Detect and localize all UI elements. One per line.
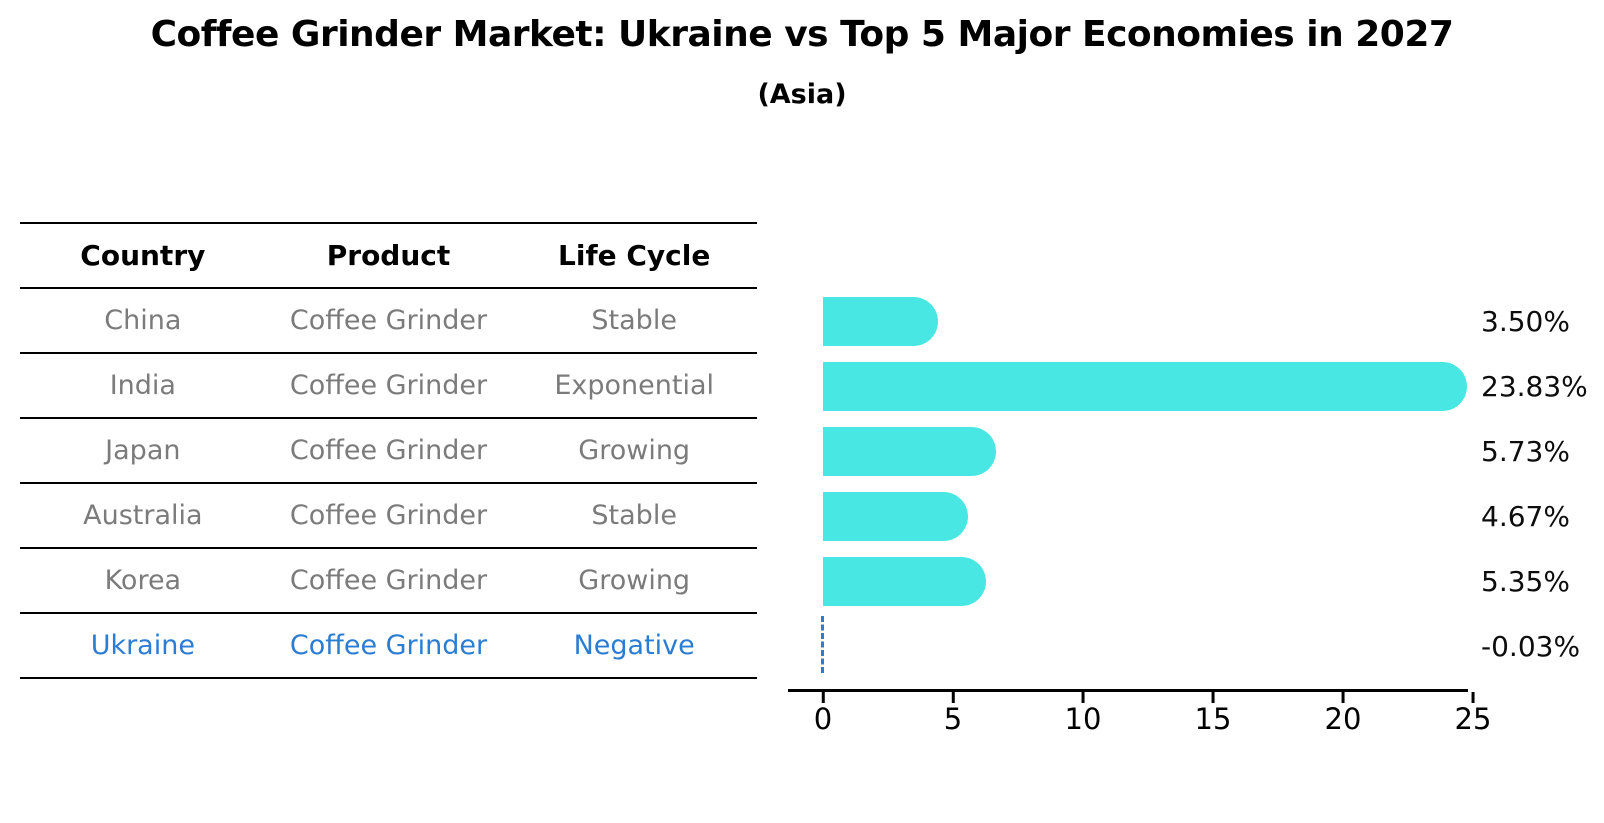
value-label-ukraine: -0.03%: [1481, 630, 1581, 663]
life-cycle-cell: Growing: [578, 435, 691, 466]
value-label-china: 3.50%: [1481, 305, 1570, 338]
tick-label: 20: [1324, 702, 1362, 736]
life-cycle-cell: Negative: [573, 630, 695, 661]
product-cell: Coffee Grinder: [289, 565, 488, 596]
product-cell: Coffee Grinder: [289, 305, 488, 336]
column-header-country: Country: [80, 239, 206, 272]
table-row-india: India Coffee Grinder Exponential: [20, 354, 757, 419]
bar-row-india: [823, 354, 1473, 419]
country-cell: Australia: [83, 500, 203, 531]
value-label-korea: 5.35%: [1481, 565, 1570, 598]
bar-ukraine-negative-marker: [821, 616, 824, 673]
bar-row-korea: [823, 549, 1473, 614]
x-tick: 10: [1064, 692, 1102, 736]
tick-label: 10: [1064, 702, 1102, 736]
x-axis-line: [788, 689, 1468, 692]
country-cell: Japan: [105, 435, 181, 466]
bar-india: [823, 362, 1467, 411]
product-cell: Coffee Grinder: [289, 500, 488, 531]
country-cell: Ukraine: [90, 630, 195, 661]
bar-australia: [823, 492, 969, 541]
bar-korea: [823, 557, 987, 606]
life-cycle-cell: Growing: [578, 565, 691, 596]
country-cell: India: [109, 370, 176, 401]
tick-mark: [1081, 692, 1085, 703]
tick-label: 5: [943, 702, 963, 736]
table-row-china: China Coffee Grinder Stable: [20, 289, 757, 354]
tick-mark: [821, 692, 825, 703]
product-cell: Coffee Grinder: [289, 435, 488, 466]
bar-china: [823, 297, 938, 346]
life-cycle-cell: Exponential: [554, 370, 715, 401]
chart-subtitle: (Asia): [757, 79, 847, 110]
product-cell: Coffee Grinder: [289, 370, 488, 401]
country-table: Country Product Life Cycle China Coffee …: [20, 222, 757, 679]
tick-mark: [951, 692, 955, 703]
country-cell: China: [104, 305, 182, 336]
bar-row-australia: [823, 484, 1473, 549]
x-tick: 20: [1324, 692, 1362, 736]
value-label-australia: 4.67%: [1481, 500, 1570, 533]
country-cell: Korea: [104, 565, 182, 596]
x-tick: 25: [1454, 692, 1492, 736]
bar-row-china: [823, 289, 1473, 354]
life-cycle-cell: Stable: [591, 500, 677, 531]
life-cycle-cell: Stable: [591, 305, 677, 336]
x-tick: 15: [1194, 692, 1232, 736]
value-label-india: 23.83%: [1481, 370, 1588, 403]
tick-label: 0: [813, 702, 833, 736]
chart-title: Coffee Grinder Market: Ukraine vs Top 5 …: [150, 14, 1454, 55]
x-tick: 5: [944, 692, 962, 734]
table-row-australia: Australia Coffee Grinder Stable: [20, 484, 757, 549]
table-row-japan: Japan Coffee Grinder Growing: [20, 419, 757, 484]
x-axis-ticks: 0 5 10 15 20 25: [814, 692, 1491, 752]
column-header-product: Product: [326, 239, 451, 272]
bar-japan: [823, 427, 996, 476]
tick-label: 15: [1194, 702, 1232, 736]
table-row-korea: Korea Coffee Grinder Growing: [20, 549, 757, 614]
value-label-japan: 5.73%: [1481, 435, 1570, 468]
tick-mark: [1341, 692, 1345, 703]
bar-chart-plot-area: [821, 289, 1473, 679]
tick-mark: [1471, 692, 1475, 703]
bar-row-ukraine: [821, 614, 1473, 679]
table-row-ukraine: Ukraine Coffee Grinder Negative: [20, 614, 757, 679]
x-tick: 0: [814, 692, 832, 734]
table-header-row: Country Product Life Cycle: [20, 222, 757, 289]
column-header-life-cycle: Life Cycle: [558, 239, 711, 272]
tick-mark: [1211, 692, 1215, 703]
bar-value-labels: 3.50% 23.83% 5.73% 4.67% 5.35% -0.03%: [1481, 289, 1601, 679]
tick-label: 25: [1454, 702, 1492, 736]
bar-row-japan: [823, 419, 1473, 484]
product-cell: Coffee Grinder: [289, 630, 488, 661]
